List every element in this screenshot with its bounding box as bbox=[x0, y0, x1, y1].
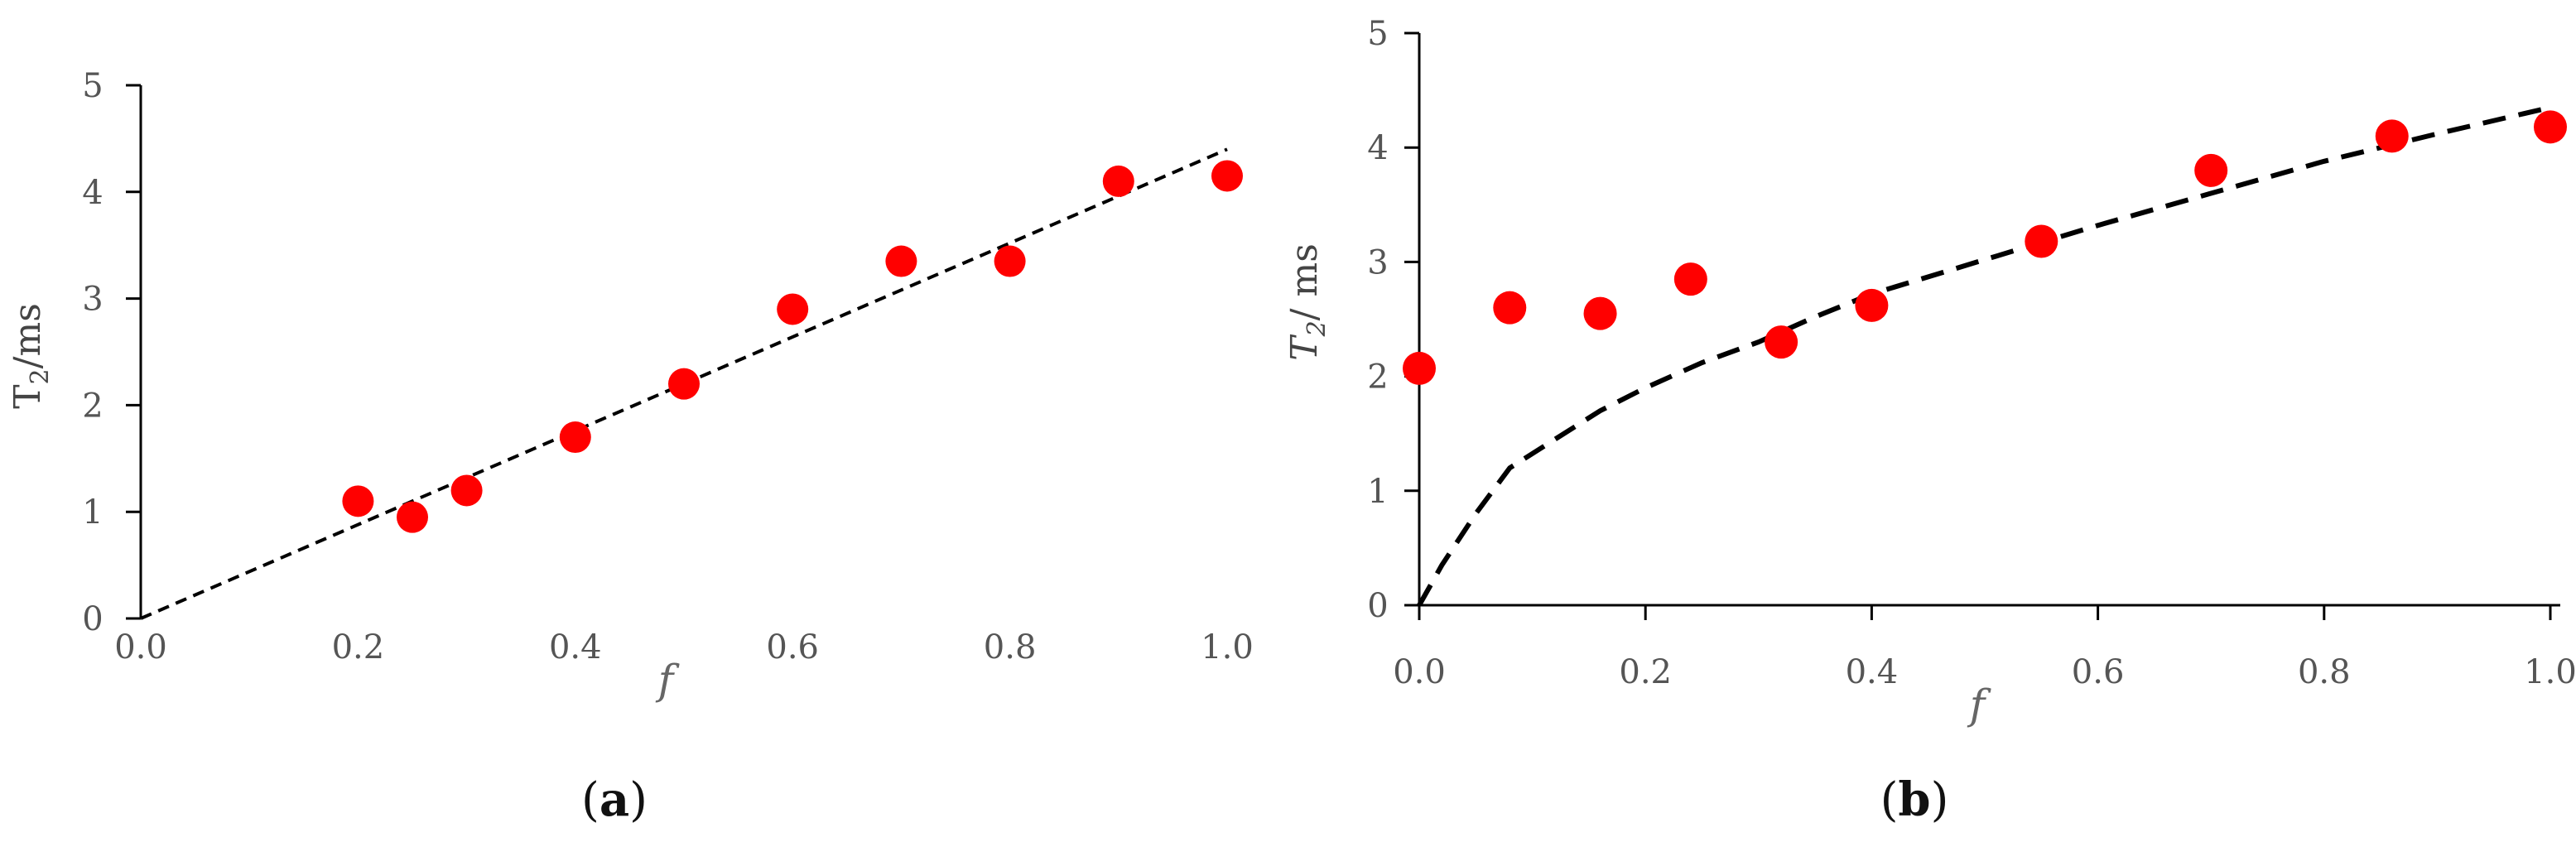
panel-a-y-title-main: T bbox=[7, 384, 49, 408]
panel-a-x-tick-label: 0.6 bbox=[766, 628, 819, 666]
panel-b-label: (b) bbox=[1880, 772, 1949, 827]
panel-a-y-tick-label: 5 bbox=[82, 67, 103, 105]
panel-b-points bbox=[1403, 110, 2567, 385]
panel-a-data-point bbox=[1211, 160, 1243, 192]
panel-a-data-point bbox=[994, 245, 1026, 277]
panel-b-data-point bbox=[1855, 288, 1889, 322]
svg-text:T2/ms: T2/ms bbox=[7, 303, 55, 409]
panel-a-x-tick-label: 0.8 bbox=[984, 628, 1037, 666]
panel-a-data-point bbox=[450, 474, 483, 507]
panel-b-x-tick-label: 0.4 bbox=[1846, 653, 1899, 691]
panel-b-data-point bbox=[2375, 119, 2409, 153]
panel-a-y-axis-title: T2/ms bbox=[7, 303, 55, 409]
panel-a-y-tick-label: 1 bbox=[82, 493, 103, 532]
panel-a-data-point bbox=[885, 245, 917, 277]
panel-a-y-tick-label: 3 bbox=[82, 281, 103, 319]
panel-a-y-title-sub: 2 bbox=[26, 368, 55, 384]
panel-a-data-point bbox=[1102, 165, 1134, 197]
panel-b-x-tick-label: 0.2 bbox=[1619, 653, 1672, 691]
panel-b-data-point bbox=[1403, 351, 1436, 385]
panel-a-ticks: 0 1 2 3 4 5 0.0 0.2 0.4 0.6 0.8 1.0 bbox=[82, 67, 1254, 666]
panel-b-data-point bbox=[1765, 325, 1798, 359]
panel-b-data-point bbox=[1673, 262, 1707, 296]
panel-a-x-tick-label: 0.0 bbox=[114, 628, 167, 666]
panel-a-data-point bbox=[777, 293, 809, 325]
panel-b-x-tick-label: 0.6 bbox=[2072, 653, 2125, 691]
panel-b-data-point bbox=[1583, 296, 1617, 330]
panel-a-data-point bbox=[559, 421, 591, 454]
panel-b-y-tick-label: 4 bbox=[1367, 129, 1388, 167]
panel-b-x-tick-label: 1.0 bbox=[2524, 653, 2576, 691]
panel-a-data-point bbox=[668, 368, 700, 400]
panel-b-y-title-sub: 2 bbox=[1302, 320, 1331, 337]
panel-a-label: (a) bbox=[581, 772, 648, 827]
panel-a-data-point bbox=[397, 501, 428, 533]
panel-b-data-point bbox=[2534, 110, 2567, 144]
panel-a-y-title-unit: /ms bbox=[7, 303, 49, 368]
panel-a-x-axis-title: f bbox=[655, 656, 680, 704]
panel-a-x-tick-label: 0.4 bbox=[549, 628, 602, 666]
panel-b-y-title-unit: / ms bbox=[1283, 243, 1326, 320]
panel-a-y-tick-label: 2 bbox=[82, 387, 103, 425]
panel-b-y-tick-label: 1 bbox=[1367, 473, 1388, 511]
panel-b-ticks: 0 1 2 3 4 5 0.0 0.2 0.4 0.6 0.8 1.0 bbox=[1367, 15, 2576, 691]
panel-a-data-point bbox=[342, 485, 374, 517]
panel-b-data-point bbox=[2194, 153, 2228, 187]
panel-b-x-axis-title: f bbox=[1967, 681, 1991, 729]
panel-b-fit-line bbox=[1417, 104, 2551, 607]
panel-b-data-point bbox=[2025, 224, 2058, 258]
panel-b-x-tick-label: 0.8 bbox=[2298, 653, 2351, 691]
panel-a-y-tick-label: 0 bbox=[82, 600, 103, 638]
panel-b-data-point bbox=[1493, 291, 1527, 325]
panel-a-y-tick-label: 4 bbox=[82, 174, 103, 212]
panel-b-x-tick-label: 0.0 bbox=[1393, 653, 1446, 691]
panel-a-label-letter: a bbox=[599, 772, 629, 827]
panel-b-fit-line-group bbox=[1417, 104, 2551, 607]
svg-text:T2/ ms: T2/ ms bbox=[1283, 243, 1331, 361]
panel-a-x-tick-label: 0.2 bbox=[332, 628, 385, 666]
panel-b-y-tick-label: 2 bbox=[1367, 358, 1388, 397]
panel-b-label-letter: b bbox=[1898, 772, 1930, 827]
panel-b-y-tick-label: 3 bbox=[1367, 243, 1388, 281]
panel-b-y-title-main: T bbox=[1283, 334, 1326, 361]
panel-b-y-tick-label: 5 bbox=[1367, 15, 1388, 53]
panel-b-y-tick-label: 0 bbox=[1367, 587, 1388, 625]
panel-a-points bbox=[342, 160, 1243, 533]
panel-a-x-tick-label: 1.0 bbox=[1201, 628, 1254, 666]
panel-b-y-axis-title: T2/ ms bbox=[1283, 243, 1331, 361]
